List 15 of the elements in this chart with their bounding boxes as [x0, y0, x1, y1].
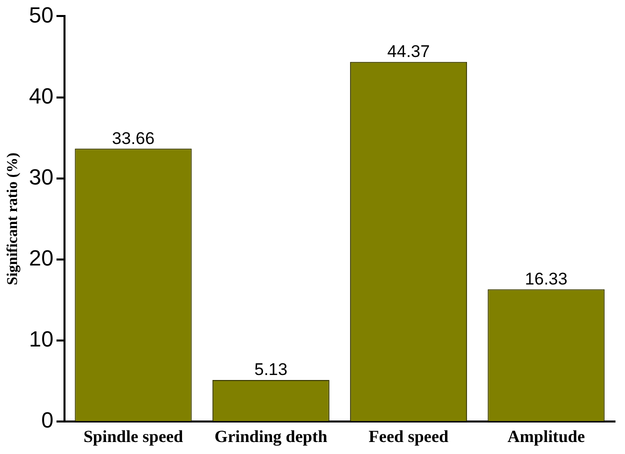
y-axis-title: Significant ratio (%)	[4, 152, 21, 286]
y-tick-label: 10	[28, 326, 54, 352]
data-label: 44.37	[387, 42, 430, 62]
y-tick-label: 20	[28, 246, 54, 271]
y-tick-label: 50	[28, 2, 54, 28]
y-tick-label: 0	[41, 408, 54, 433]
y-tick-label: 40	[28, 83, 54, 108]
data-label: 5.13	[254, 360, 288, 380]
x-tick-label: Grinding depth	[214, 427, 328, 446]
x-tick-label: Feed speed	[368, 427, 449, 446]
x-tick-label: Amplitude	[507, 427, 586, 446]
data-label: 33.66	[112, 128, 155, 148]
x-tick-label: Spindle speed	[83, 427, 184, 446]
data-label: 16.33	[524, 269, 568, 288]
y-tick-label: 30	[28, 164, 54, 190]
